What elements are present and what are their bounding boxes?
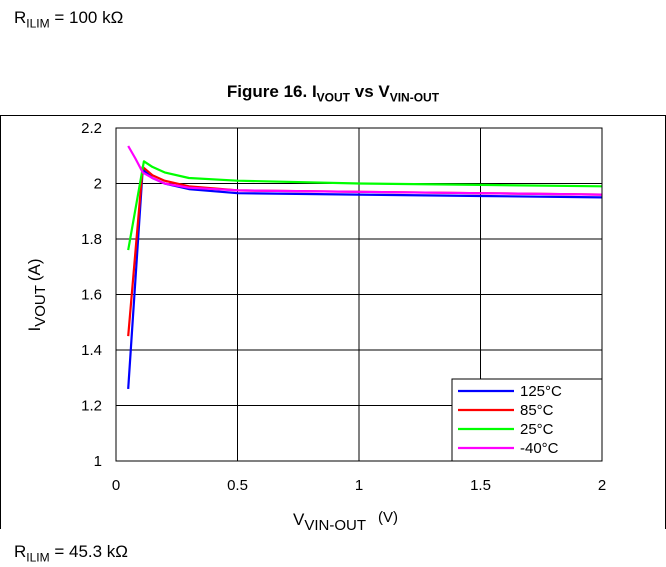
figure-title-mid: vs V	[350, 82, 390, 101]
legend-label: 25°C	[520, 421, 554, 438]
x-tick-label: 0	[112, 477, 120, 494]
top-resistor-note: RILIM = 100 kΩ	[14, 8, 123, 30]
y-tick-label: 1.2	[81, 398, 102, 415]
figure-title-sub1: VOUT	[316, 90, 351, 105]
legend-label: 125°C	[520, 383, 562, 400]
series-line	[127, 145, 603, 196]
y-tick-labels: 1 1.2 1.4 1.6 1.8 2 2.2	[81, 120, 102, 470]
y-tick-label: 1.8	[81, 231, 102, 248]
y-tick-label: 1.6	[81, 287, 102, 304]
x-tick-labels: 0 0.5 1 1.5 2	[112, 477, 606, 494]
figure-title-sub2: VIN-OUT	[389, 90, 440, 105]
y-tick-label: 1.4	[81, 342, 102, 359]
series-line	[127, 168, 603, 389]
y-axis-label-sub: VOUT	[32, 285, 49, 327]
top-note-prefix: R	[14, 8, 27, 27]
x-axis-label-unit: (V)	[378, 509, 398, 526]
y-tick-label: 2.2	[81, 120, 102, 137]
chart-series	[127, 145, 603, 389]
legend-label: 85°C	[520, 402, 554, 419]
y-tick-label: 2	[94, 176, 102, 193]
x-axis-label-sub: VIN-OUT	[304, 517, 366, 534]
bottom-resistor-note: RILIM = 45.3 kΩ	[14, 542, 128, 564]
bottom-note-prefix: R	[14, 542, 27, 561]
chart-legend: 125°C 85°C 25°C -40°C	[451, 378, 603, 462]
y-axis-label-unit: (A)	[25, 258, 44, 281]
y-axis-label-main: I	[25, 327, 44, 332]
figure-title: Figure 16. IVOUT vs VVIN-OUT	[0, 82, 666, 104]
figure-title-lead: Figure 16. I	[226, 82, 317, 101]
bottom-note-sub: ILIM	[26, 550, 50, 565]
bottom-note-rest: = 45.3 kΩ	[49, 542, 129, 561]
x-axis-label: VVIN-OUT (V)	[293, 509, 398, 534]
x-tick-label: 1	[355, 477, 363, 494]
x-tick-label: 1.5	[470, 477, 491, 494]
plot-area-frame	[115, 127, 603, 462]
top-note-rest: = 100 kΩ	[49, 8, 124, 27]
series-line	[127, 160, 603, 251]
top-note-sub: ILIM	[26, 16, 50, 31]
figure-frame-left-border	[0, 115, 1, 529]
x-axis-label-main: V	[293, 510, 305, 529]
x-tick-label: 0.5	[227, 477, 248, 494]
figure-frame-top-border	[0, 115, 666, 116]
legend-label: -40°C	[520, 440, 559, 457]
y-axis-label: IVOUT (A)	[25, 258, 49, 331]
x-tick-label: 2	[598, 477, 606, 494]
y-tick-label: 1	[94, 453, 102, 470]
